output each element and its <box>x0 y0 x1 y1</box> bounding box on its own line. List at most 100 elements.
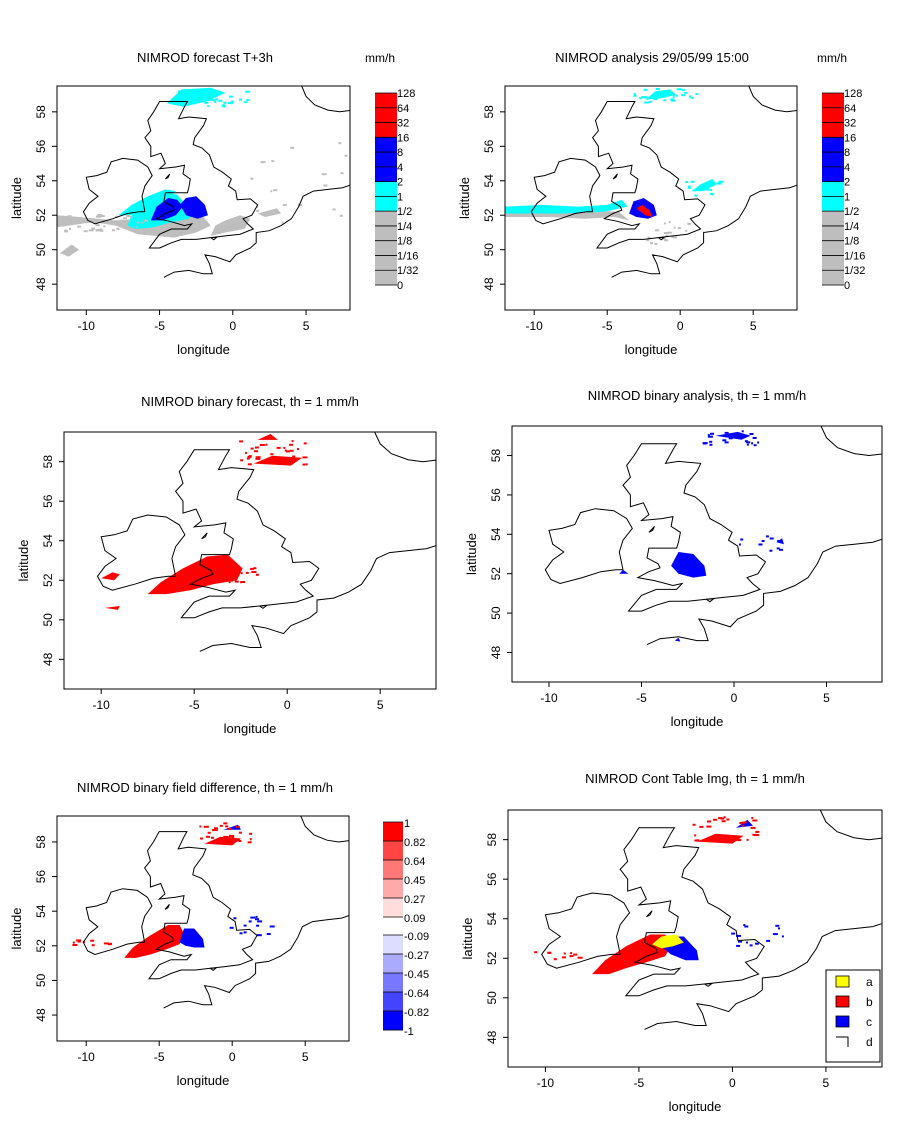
legend-swatch <box>822 255 844 270</box>
diff-speckle <box>212 829 214 831</box>
diff-speckle <box>206 836 210 838</box>
cont-speckle <box>706 826 711 828</box>
legend-label: 16 <box>397 132 409 144</box>
coastline <box>646 911 652 917</box>
legend-label: 1/4 <box>397 221 412 233</box>
binary-speckle <box>703 442 708 444</box>
binary-speckle <box>750 433 754 435</box>
field-layer <box>72 816 400 1008</box>
rain-speckle <box>58 225 62 227</box>
rain-speckle <box>77 226 81 228</box>
y-tick-label: 54 <box>41 534 55 548</box>
binary-speckle <box>306 463 308 465</box>
legend-swatch <box>375 241 397 256</box>
binary-speckle <box>739 544 741 546</box>
coastline <box>593 102 705 249</box>
diff-speckle <box>267 933 271 935</box>
rain-speckle <box>699 188 703 190</box>
rain-speckle <box>218 100 222 102</box>
binary-speckle <box>260 444 265 446</box>
diff-legend: 10.820.640.450.270.09-0.09-0.27-0.45-0.6… <box>383 818 429 1038</box>
binary-speckle <box>751 442 753 444</box>
y-tick-label: 48 <box>482 277 496 291</box>
cont-speckle <box>739 822 742 824</box>
rain-speckle <box>194 94 199 96</box>
y-tick-label: 50 <box>34 243 48 257</box>
binary-speckle <box>302 456 307 458</box>
legend-swatch <box>375 93 397 108</box>
rain-speckle <box>655 94 659 96</box>
rain-speckle <box>273 189 277 191</box>
rain-speckle <box>117 228 120 230</box>
rain-speckle <box>281 222 283 224</box>
coastline <box>545 509 632 584</box>
coastline <box>301 816 390 842</box>
x-tick-label: 0 <box>731 691 738 705</box>
legend-label: 0 <box>844 280 850 292</box>
coastline <box>821 426 900 456</box>
coastline <box>211 237 217 239</box>
rain-speckle <box>656 88 660 90</box>
x-tick-label: -10 <box>93 698 111 712</box>
cont-speckle <box>724 839 727 841</box>
field-df_blue_main <box>180 929 205 948</box>
rain-speckle <box>183 99 188 101</box>
diff-speckle <box>231 837 234 839</box>
legend-label: 32 <box>844 118 856 130</box>
y-tick-label: 48 <box>489 645 503 659</box>
binary-speckle <box>246 572 249 574</box>
field-layer <box>545 426 900 645</box>
rain-speckle <box>716 183 721 185</box>
y-tick-label: 54 <box>482 174 496 188</box>
x-tick-label: -10 <box>78 1050 96 1064</box>
legend-swatch <box>822 123 844 138</box>
binary-speckle <box>290 450 294 452</box>
x-tick-label: 5 <box>823 691 830 705</box>
legend-label: 1/16 <box>397 250 418 262</box>
field-ba_blue_main <box>671 552 706 578</box>
legend-label: 64 <box>397 103 409 115</box>
cont-speckle <box>778 927 780 929</box>
diff-speckle <box>238 840 241 842</box>
legend-swatch <box>375 167 397 182</box>
x-tick-label: 5 <box>750 319 757 333</box>
rain-speckle <box>649 101 652 103</box>
rain-speckle <box>691 97 694 99</box>
binary-speckle <box>745 440 748 442</box>
plot-frame <box>64 432 436 689</box>
panel-binary-forecast: NIMROD binary forecast, th = 1 mm/h-10-5… <box>16 394 501 736</box>
cont-speckle <box>744 926 748 928</box>
rain-speckle <box>654 243 657 245</box>
legend-label: 1/8 <box>397 236 412 248</box>
field-df_red_main <box>124 925 184 958</box>
y-axis-label: latitude <box>9 908 24 950</box>
diff-speckle <box>223 822 227 824</box>
y-tick-label: 58 <box>485 833 499 847</box>
legend-label: -0.09 <box>404 931 429 943</box>
coastline <box>375 432 489 462</box>
legend-swatch <box>383 822 403 841</box>
legend-swatch <box>375 123 397 138</box>
binary-speckle <box>710 433 714 435</box>
rain-speckle <box>84 230 88 232</box>
rain-speckle <box>718 181 723 183</box>
diff-speckle <box>200 838 203 840</box>
x-tick-label: 5 <box>303 319 310 333</box>
rain-speckle <box>691 181 695 183</box>
x-axis-label: longitude <box>177 342 230 357</box>
y-axis-label: latitude <box>9 177 24 219</box>
rain-speckle <box>677 88 682 90</box>
x-tick-label: -5 <box>602 319 613 333</box>
x-tick-label: -5 <box>154 319 165 333</box>
diff-speckle <box>220 825 223 827</box>
legend-label: 128 <box>397 88 415 100</box>
legend-swatch <box>375 137 397 152</box>
cont-speckle <box>731 933 735 935</box>
legend-swatch <box>375 226 397 241</box>
plot-frame <box>57 816 349 1041</box>
diff-speckle <box>250 838 252 840</box>
binary-speckle <box>251 448 254 450</box>
units-label: mm/h <box>365 51 395 65</box>
rain-speckle <box>69 228 71 230</box>
diff-speckle <box>244 931 247 933</box>
